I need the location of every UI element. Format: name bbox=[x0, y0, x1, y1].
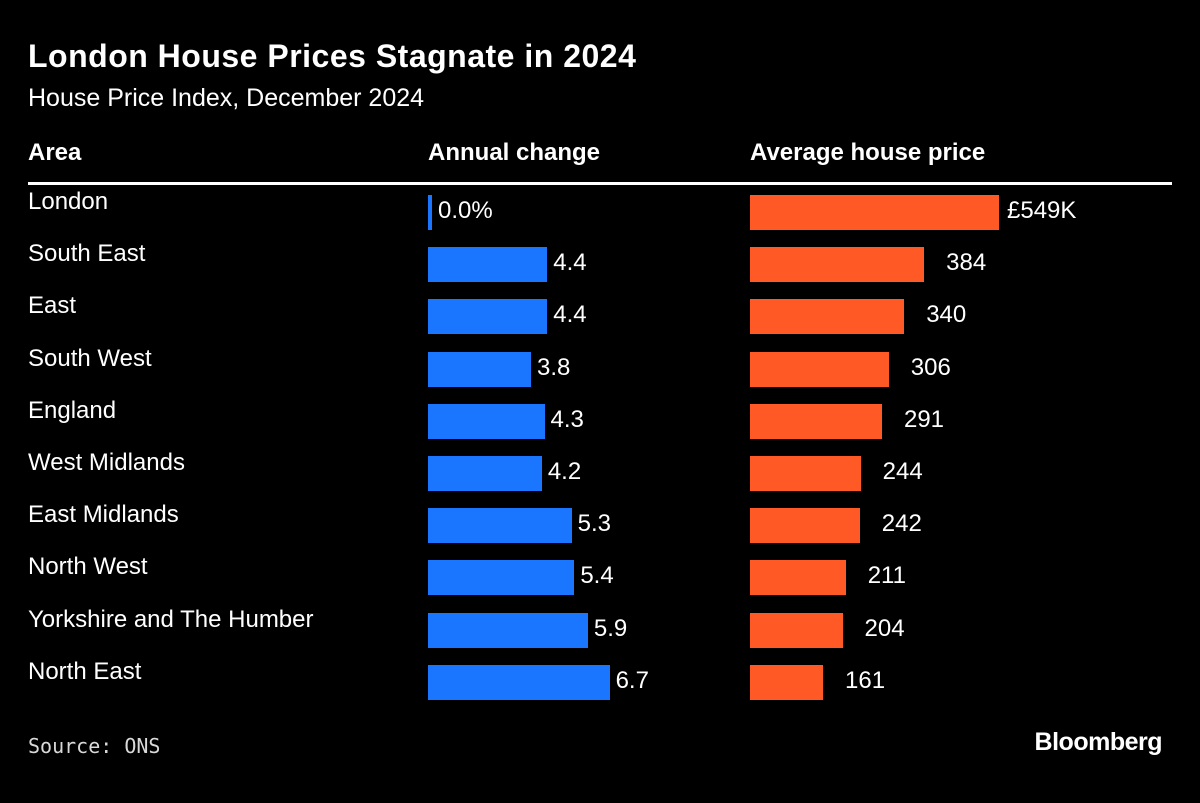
chart-subtitle: House Price Index, December 2024 bbox=[28, 84, 425, 112]
average-price-bar bbox=[750, 195, 999, 230]
area-label: Yorkshire and The Humber bbox=[28, 605, 314, 633]
annual-change-bar bbox=[428, 247, 548, 283]
annual-change-value: 4.2 bbox=[547, 458, 582, 485]
average-price-bar bbox=[750, 247, 925, 283]
bloomberg-logo: Bloomberg bbox=[1034, 728, 1163, 756]
average-price-value: 204 bbox=[864, 614, 905, 642]
average-price-value: 291 bbox=[903, 405, 945, 433]
area-label: North West bbox=[28, 553, 148, 581]
annual-change-bar bbox=[428, 403, 545, 439]
table-row: England 4.3 291 bbox=[0, 397, 1200, 456]
chart-title: London House Prices Stagnate in 2024 bbox=[28, 38, 637, 74]
area-label: East Midlands bbox=[28, 501, 179, 529]
area-label: North East bbox=[28, 657, 142, 685]
average-price-bar bbox=[750, 299, 905, 335]
average-price-bar bbox=[750, 612, 843, 648]
average-price-value: 306 bbox=[910, 353, 951, 381]
table-row: East Midlands 5.3 242 bbox=[0, 501, 1200, 560]
area-label: South East bbox=[28, 240, 146, 268]
average-price-value: £549K bbox=[1007, 197, 1077, 224]
average-price-bar bbox=[750, 508, 860, 544]
area-label: London bbox=[28, 188, 109, 215]
column-header-average-price: Average house price bbox=[750, 139, 986, 166]
average-price-value: 384 bbox=[946, 249, 987, 277]
annual-change-bar bbox=[428, 612, 588, 648]
table-row: South West 3.8 306 bbox=[0, 345, 1200, 404]
average-price-value: 340 bbox=[926, 301, 967, 329]
average-price-bar bbox=[750, 664, 824, 700]
table-row: South East 4.4 384 bbox=[0, 240, 1200, 299]
column-header-annual-change: Annual change bbox=[428, 139, 601, 166]
average-price-bar bbox=[750, 456, 861, 491]
header-divider bbox=[28, 182, 1172, 185]
annual-change-value: 5.4 bbox=[580, 562, 614, 590]
annual-change-bar bbox=[428, 508, 572, 544]
annual-change-value: 4.4 bbox=[553, 301, 587, 329]
average-price-bar bbox=[750, 560, 846, 596]
annual-change-value: 4.3 bbox=[550, 405, 584, 433]
annual-change-bar bbox=[428, 664, 610, 700]
average-price-value: 244 bbox=[882, 458, 923, 485]
annual-change-bar bbox=[428, 456, 542, 491]
average-price-value: 161 bbox=[845, 666, 886, 694]
annual-change-value: 3.8 bbox=[536, 353, 571, 381]
annual-change-value: 0.0% bbox=[438, 197, 493, 224]
table-row: East 4.4 340 bbox=[0, 292, 1200, 351]
area-label: England bbox=[28, 396, 117, 424]
average-price-value: 242 bbox=[881, 510, 922, 538]
table-row: West Midlands 4.2 244 bbox=[0, 449, 1200, 508]
table-row: North West 5.4 211 bbox=[0, 553, 1200, 612]
source-note: Source: ONS bbox=[28, 734, 161, 758]
average-price-value: 211 bbox=[867, 562, 906, 590]
annual-change-bar bbox=[428, 195, 432, 230]
area-label: South West bbox=[28, 344, 152, 372]
area-label: East bbox=[28, 292, 77, 320]
annual-change-value: 4.4 bbox=[553, 249, 587, 277]
annual-change-value: 6.7 bbox=[615, 666, 649, 694]
annual-change-value: 5.9 bbox=[593, 614, 628, 642]
average-price-bar bbox=[750, 351, 889, 387]
area-label: West Midlands bbox=[28, 449, 185, 476]
annual-change-bar bbox=[428, 351, 531, 387]
column-header-area: Area bbox=[28, 139, 82, 166]
average-price-bar bbox=[750, 403, 882, 439]
annual-change-bar bbox=[428, 299, 548, 335]
table-row: London 0.0% £549K bbox=[0, 188, 1200, 247]
table-row: Yorkshire and The Humber 5.9 204 bbox=[0, 606, 1200, 665]
table-row: North East 6.7 161 bbox=[0, 658, 1200, 717]
annual-change-bar bbox=[428, 560, 575, 596]
annual-change-value: 5.3 bbox=[577, 510, 611, 538]
